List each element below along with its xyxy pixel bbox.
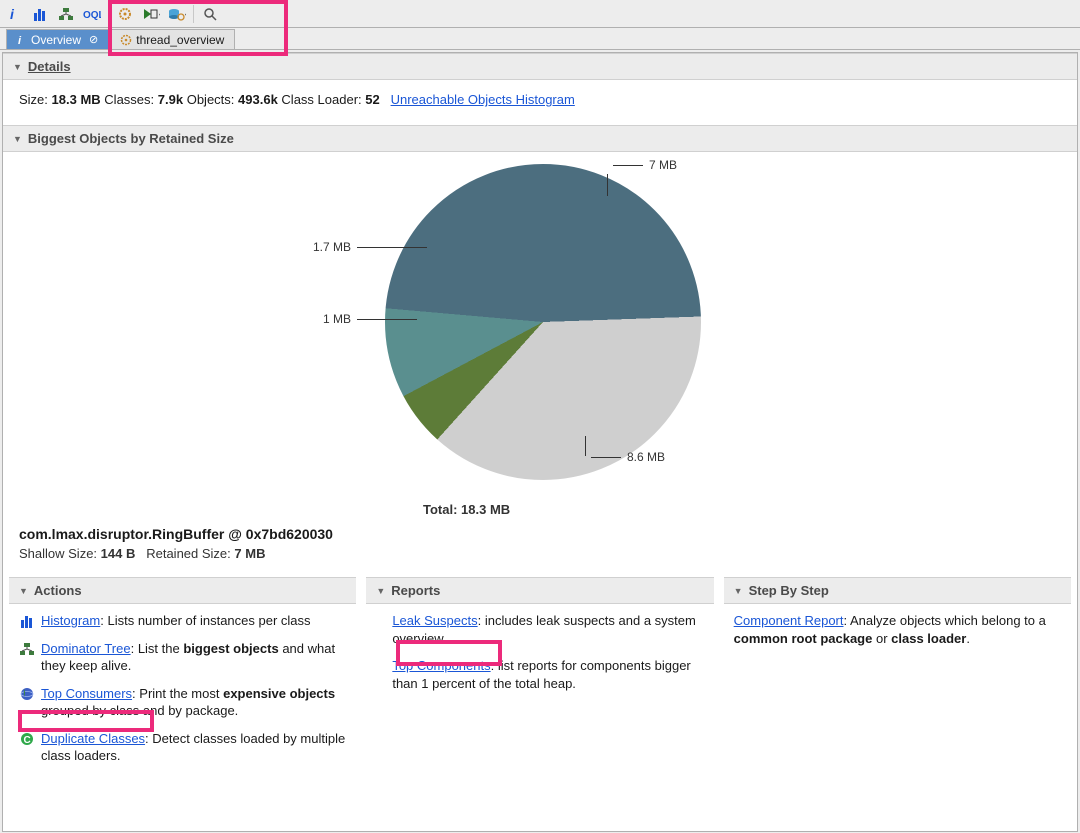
svg-text:OQL: OQL (83, 10, 101, 21)
gear-icon[interactable] (115, 4, 135, 24)
chevron-down-icon: ▼ (19, 586, 28, 596)
size-label: Size: (19, 92, 48, 107)
slice-label-7mb: 7 MB (613, 158, 677, 172)
selected-object-info: com.lmax.disruptor.RingBuffer @ 0x7bd620… (3, 522, 1077, 577)
tab-label: Overview (31, 33, 81, 47)
close-icon[interactable]: ⊘ (89, 33, 98, 46)
action-top-consumers: Top Consumers: Print the most expensive … (19, 685, 346, 720)
chevron-down-icon: ▼ (376, 586, 385, 596)
object-name: com.lmax.disruptor.RingBuffer @ 0x7bd620… (19, 526, 1061, 542)
action-duplicate-classes: C Duplicate Classes: Detect classes load… (19, 730, 346, 765)
slice-label-1mb: 1 MB (323, 312, 417, 326)
toolbar: i OQL ▾ ▾ (0, 0, 1080, 28)
svg-text:▾: ▾ (159, 11, 160, 20)
objects-value: 493.6k (238, 92, 278, 107)
actions-column: ▼ Actions Histogram: Lists number of ins… (9, 577, 356, 785)
stepbystep-column: ▼ Step By Step Component Report: Analyze… (724, 577, 1071, 785)
section-header-actions[interactable]: ▼ Actions (9, 577, 356, 604)
run-icon[interactable]: ▾ (141, 4, 161, 24)
objects-label: Objects: (187, 92, 235, 107)
pie-chart[interactable] (383, 162, 703, 482)
unreachable-link[interactable]: Unreachable Objects Histogram (391, 92, 575, 107)
dominator-tree-link[interactable]: Dominator Tree (41, 641, 131, 656)
section-title: Biggest Objects by Retained Size (28, 131, 234, 146)
top-consumers-link[interactable]: Top Consumers (41, 686, 132, 701)
tab-overview[interactable]: i Overview ⊘ (6, 29, 109, 49)
tab-bar: i Overview ⊘ thread_overview (0, 28, 1080, 50)
svg-text:i: i (18, 35, 22, 45)
section-header-stepbystep[interactable]: ▼ Step By Step (724, 577, 1071, 604)
pie-chart-area: 7 MB 1.7 MB 1 MB 8.6 MB Total: 18.3 MB (3, 152, 1077, 522)
chevron-down-icon: ▼ (13, 134, 22, 144)
main-content: ▼ Details Size: 18.3 MB Classes: 7.9k Ob… (2, 52, 1078, 832)
section-header-details[interactable]: ▼ Details (3, 53, 1077, 80)
classes-value: 7.9k (158, 92, 183, 107)
classes-label: Classes: (104, 92, 154, 107)
slice-label-1_7mb: 1.7 MB (313, 240, 427, 254)
section-title: Actions (34, 583, 82, 598)
tree-icon[interactable] (56, 4, 76, 24)
toolbar-separator (108, 5, 109, 23)
oql-icon[interactable]: OQL (82, 4, 102, 24)
histogram-icon[interactable] (30, 4, 50, 24)
classloader-label: Class Loader: (281, 92, 361, 107)
size-value: 18.3 MB (52, 92, 101, 107)
component-report-link[interactable]: Component Report (734, 613, 844, 628)
svg-text:C: C (24, 735, 31, 746)
report-top-components: Top Components: list reports for compone… (376, 657, 703, 692)
reports-column: ▼ Reports Leak Suspects: includes leak s… (366, 577, 713, 785)
summary-line: Size: 18.3 MB Classes: 7.9k Objects: 493… (3, 80, 1077, 125)
histogram-link[interactable]: Histogram (41, 613, 100, 628)
db-icon[interactable]: ▾ (167, 4, 187, 24)
tab-thread-overview[interactable]: thread_overview (109, 29, 235, 49)
section-title: Reports (391, 583, 440, 598)
bottom-columns: ▼ Actions Histogram: Lists number of ins… (3, 577, 1077, 785)
top-components-link[interactable]: Top Components (392, 658, 490, 673)
step-component-report: Component Report: Analyze objects which … (734, 612, 1061, 647)
info-icon[interactable]: i (4, 4, 24, 24)
tab-label: thread_overview (136, 33, 224, 47)
action-dominator-tree: Dominator Tree: List the biggest objects… (19, 640, 346, 675)
report-leak-suspects: Leak Suspects: includes leak suspects an… (376, 612, 703, 647)
section-header-reports[interactable]: ▼ Reports (366, 577, 713, 604)
leak-suspects-link[interactable]: Leak Suspects (392, 613, 477, 628)
action-histogram: Histogram: Lists number of instances per… (19, 612, 346, 630)
chevron-down-icon: ▼ (734, 586, 743, 596)
duplicate-classes-link[interactable]: Duplicate Classes (41, 731, 145, 746)
toolbar-separator (193, 5, 194, 23)
search-icon[interactable] (200, 4, 220, 24)
duplicate-icon: C (19, 731, 35, 747)
section-title: Step By Step (749, 583, 829, 598)
globe-icon (19, 686, 35, 702)
classloader-value: 52 (365, 92, 379, 107)
section-title: Details (28, 59, 71, 74)
chart-total: Total: 18.3 MB (423, 502, 510, 517)
section-header-biggest[interactable]: ▼ Biggest Objects by Retained Size (3, 125, 1077, 152)
chevron-down-icon: ▼ (13, 62, 22, 72)
tree-icon (19, 641, 35, 657)
histogram-icon (19, 613, 35, 629)
svg-text:i: i (10, 7, 15, 21)
slice-label-8_6mb: 8.6 MB (591, 450, 665, 464)
object-sizes: Shallow Size: 144 B Retained Size: 7 MB (19, 546, 1061, 561)
svg-text:▾: ▾ (185, 11, 186, 20)
